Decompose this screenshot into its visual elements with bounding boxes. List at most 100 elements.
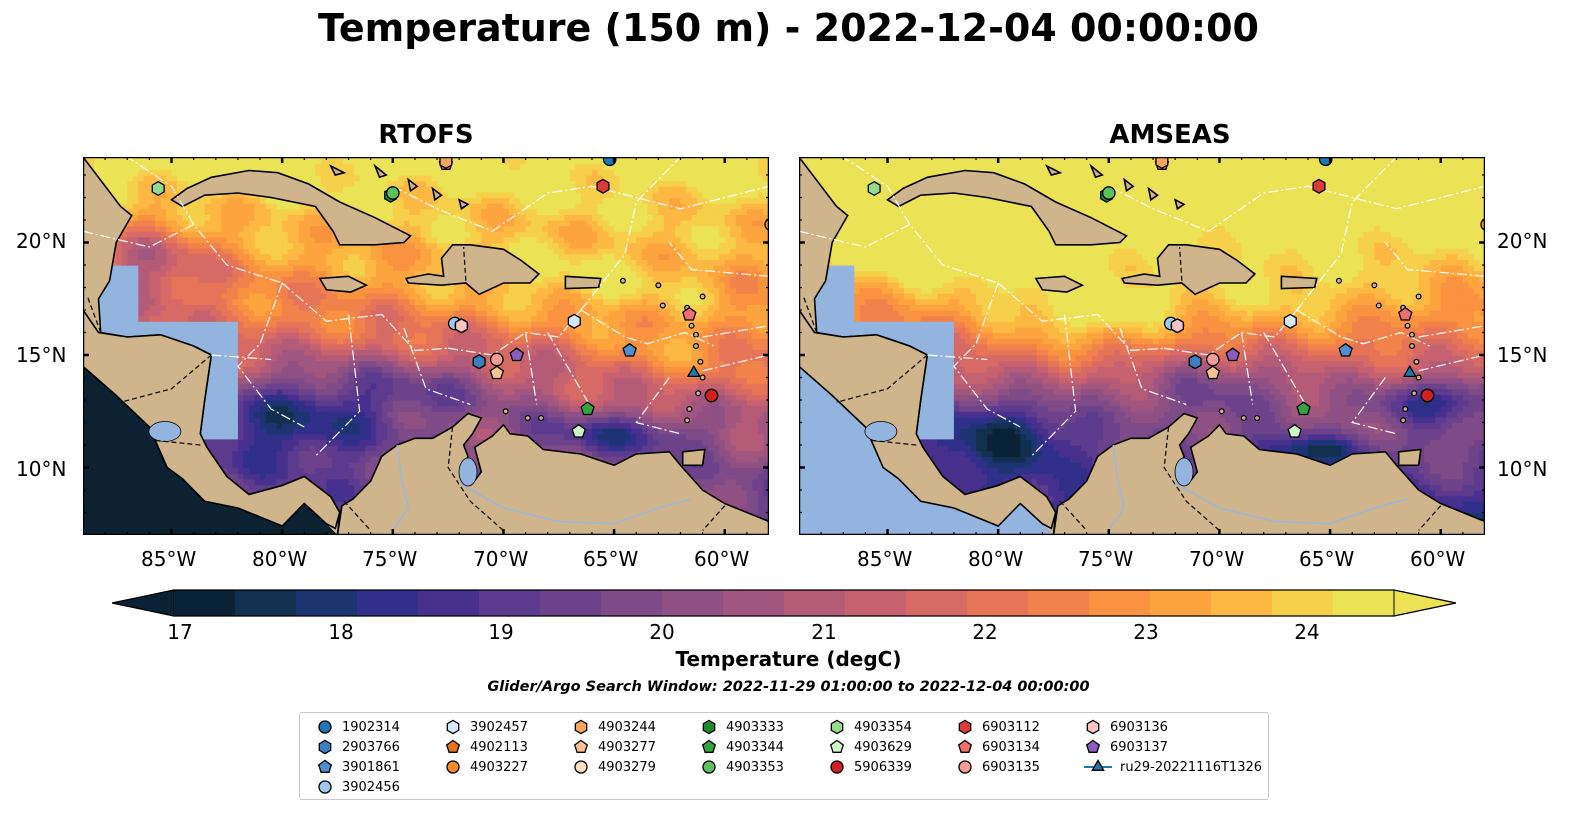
colorbar-segment [235,590,297,616]
legend-item-4903333: 4903333 [700,717,784,737]
islet [1335,277,1342,284]
legend-symbol-hexagon-icon [446,719,460,735]
legend-symbol-hexagon-icon [958,719,972,735]
legend-symbol-hexagon-icon [318,739,332,755]
eez-boundary [1030,314,1077,457]
country-border [120,354,212,403]
land-mass [170,169,412,246]
legend-label: 1902314 [342,719,400,735]
country-border [86,296,102,333]
marker-6903134 [682,306,697,321]
islet [1408,331,1415,338]
land-mass [1120,244,1257,296]
legend-label: 6903112 [982,719,1040,735]
land-mass [1397,448,1422,467]
legend-symbol-pentagon-icon [701,739,717,753]
marker-4903354 [867,180,881,197]
eez-boundary [392,185,493,232]
land-mass [407,177,419,193]
colorbar-tick-23: 23 [1133,620,1159,644]
lake-nicaragua [148,421,182,442]
marker-3901861 [1338,342,1353,357]
marker-4903629 [571,423,586,438]
legend-label: 4903353 [726,759,784,775]
eez-boundary [83,223,283,284]
marker-4903277 [489,365,505,380]
legend-symbol-hexagon-icon [830,719,844,735]
marker-6903135 [489,352,504,367]
lon-tick-amseas-60: 60°W [1410,547,1466,571]
colorbar-segment [357,590,419,616]
map-frame [799,157,1485,535]
colorbar-segment [784,590,846,616]
marker-6903134 [1398,306,1413,321]
marker-4903244 [1155,157,1169,170]
marker-4903344 [580,401,595,416]
country-border [1163,426,1220,531]
legend-item-ru29-20221116T1326: ru29-20221116T1326 [1084,757,1262,777]
legend-symbol-circle-icon [574,760,588,774]
legend-label: 4903227 [470,759,528,775]
eez-boundary [842,157,911,225]
islet [1413,358,1420,365]
colorbar-segment [296,590,358,616]
lat-tick-right-20: 20°N [1497,229,1548,253]
islet [686,406,693,413]
islet [697,358,704,365]
country-border [343,500,372,531]
legend-label: 6903136 [1110,719,1168,735]
legend-item-3901861: 3901861 [316,757,400,777]
land-mass [458,198,470,211]
float-markers [151,157,769,438]
legend-symbol-pentagon-icon [573,739,589,753]
central-america [83,308,341,530]
islet [684,417,691,424]
legend-symbol-hexagon-icon [1086,719,1100,735]
legend-label: 3902456 [342,779,400,795]
eez-boundary [668,242,769,277]
islet [1402,406,1409,413]
legend-item-4902113: 4902113 [444,737,528,757]
land-mass [1089,163,1104,179]
colorbar-tick-17: 17 [167,620,193,644]
marker-6903137 [509,347,524,362]
legend-symbol-circle-icon [318,780,332,794]
map-frame [83,157,769,535]
lon-tick-rtofs-80: 80°W [252,547,308,571]
islet [1375,302,1382,309]
land-mass [318,275,369,293]
eez-boundary [524,332,538,405]
lon-tick-amseas-70: 70°W [1189,547,1245,571]
pacific-ocean-overlay [83,366,338,535]
legend-item-3902456: 3902456 [316,777,400,797]
eez-boundary [403,327,471,406]
islet [692,331,699,338]
river [1174,482,1408,525]
legend-item-4903354: 4903354 [828,717,912,737]
legend-item-4903629: 4903629 [828,737,912,757]
legend-label: 4903333 [726,719,784,735]
legend-item-6903135: 6903135 [956,757,1040,777]
islet [1371,282,1378,289]
islet [692,343,699,350]
eez-boundary [1240,332,1254,405]
legend-label: 3901861 [342,759,400,775]
colorbar-tick-18: 18 [328,620,354,644]
islet [538,415,545,422]
legend-label: 4903344 [726,739,784,755]
river [458,482,692,525]
eez-boundary [1263,332,1309,410]
land-mass [373,163,388,179]
legend-item-5906339: 5906339 [828,757,912,777]
country-border [802,296,818,333]
legend-symbol-pentagon-icon [1085,739,1101,753]
colorbar-segment [1211,590,1273,616]
float-markers [867,157,1485,438]
legend-label: 4903629 [854,739,912,755]
legend-symbol-circle-icon [830,760,844,774]
country-border [702,505,726,531]
legend-label: 4903277 [598,739,656,755]
pacific-ocean-overlay [799,366,1054,535]
land-mass [886,169,1128,246]
marker-ru29-20221116T1326 [1402,364,1417,378]
